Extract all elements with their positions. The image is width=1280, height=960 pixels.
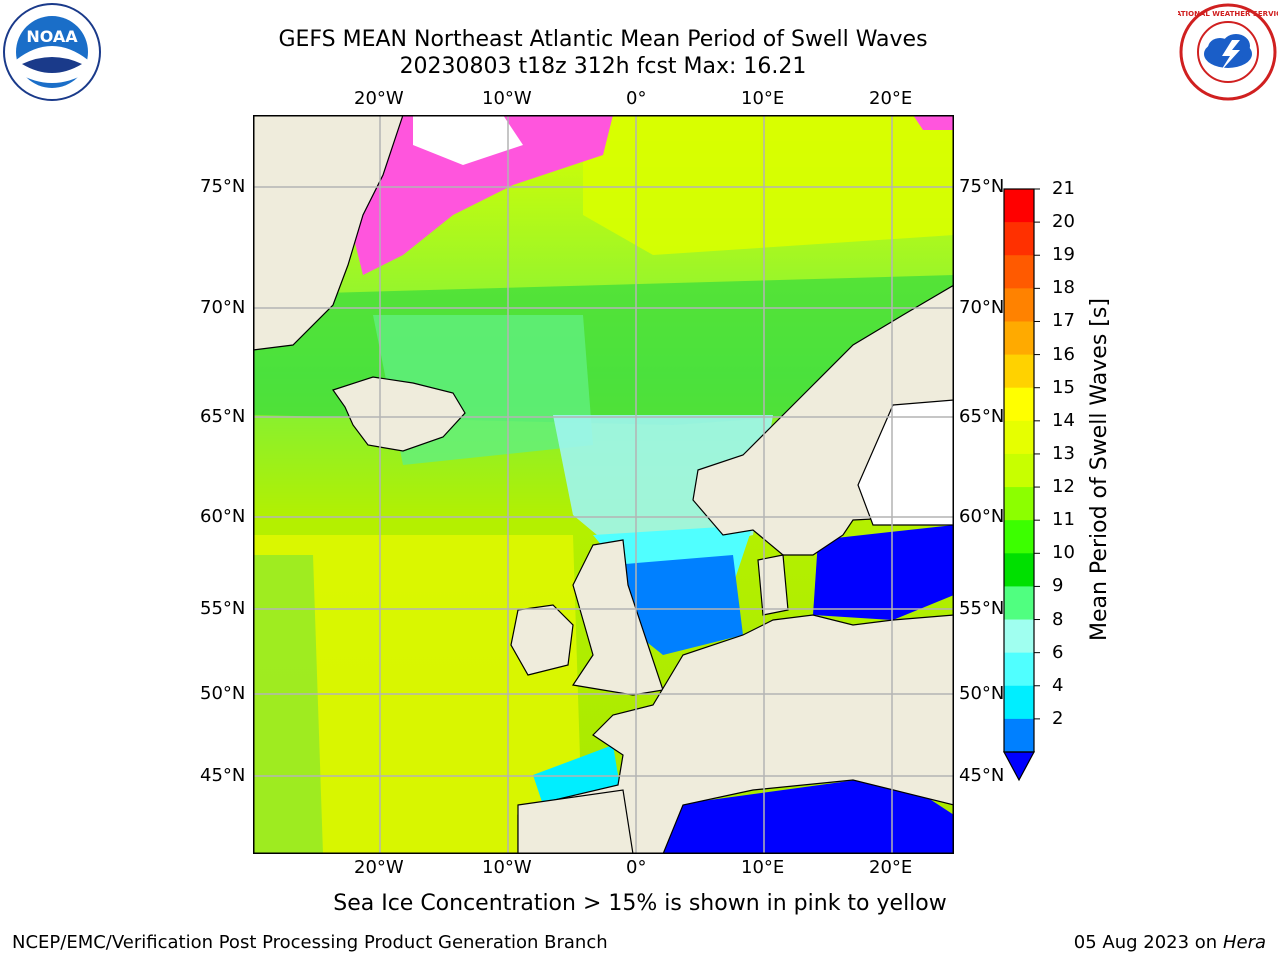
chart-subtitle: 20230803 t18z 312h fcst Max: 16.21 bbox=[399, 54, 807, 79]
colorbar-tick-label: 13 bbox=[1052, 442, 1075, 464]
colorbar-svg bbox=[1002, 188, 1040, 782]
colorbar-segment bbox=[1004, 387, 1034, 422]
lat-label-right-45n: 45°N bbox=[959, 765, 1005, 786]
lon-label-top-20w: 20°W bbox=[354, 88, 404, 109]
colorbar-segment bbox=[1004, 685, 1034, 720]
colorbar-tick-label: 14 bbox=[1052, 409, 1075, 431]
footer-date-text: 05 Aug 2023 on bbox=[1073, 932, 1218, 953]
footer-system: Hera bbox=[1222, 932, 1266, 953]
colorbar-ticks: 21 20 19 18 17 16 15 14 13 12 11 10 9 8 6 4 2 bbox=[1052, 0, 1112, 960]
sea-ice-note: Sea Ice Concentration > 15% is shown in … bbox=[333, 891, 947, 916]
colorbar-segment bbox=[1004, 520, 1034, 554]
lat-label-right-50n: 50°N bbox=[959, 683, 1005, 704]
lat-label-right-55n: 55°N bbox=[959, 598, 1005, 619]
lat-label-left-45n: 45°N bbox=[200, 765, 246, 786]
land-masses bbox=[252, 114, 955, 855]
lon-label-bottom-20w: 20°W bbox=[354, 857, 404, 878]
colorbar-tick-label: 4 bbox=[1052, 674, 1064, 696]
lon-label-top-10w: 10°W bbox=[482, 88, 532, 109]
colorbar-tick-label: 11 bbox=[1052, 509, 1075, 531]
colorbar-tick-label: 16 bbox=[1052, 343, 1075, 365]
colorbar-tick-label: 17 bbox=[1052, 310, 1075, 332]
colorbar-tick-label: 6 bbox=[1052, 641, 1064, 663]
colorbar-tick-label: 10 bbox=[1052, 542, 1075, 564]
lat-label-left-70n: 70°N bbox=[200, 297, 246, 318]
footer-branch: NCEP/EMC/Verification Post Processing Pr… bbox=[12, 932, 608, 953]
lat-label-left-75n: 75°N bbox=[200, 176, 246, 197]
lat-label-left-60n: 60°N bbox=[200, 506, 246, 527]
lat-label-right-70n: 70°N bbox=[959, 297, 1005, 318]
colorbar-label: Mean Period of Swell Waves [s] bbox=[1087, 298, 1112, 641]
map-svg bbox=[252, 114, 955, 855]
lon-label-bottom-10e: 10°E bbox=[741, 857, 785, 878]
colorbar-tick-label: 9 bbox=[1052, 575, 1064, 597]
lon-label-bottom-10w: 10°W bbox=[482, 857, 532, 878]
colorbar-segment bbox=[1004, 255, 1034, 289]
noaa-logo: NOAA bbox=[2, 2, 102, 102]
lat-label-left-55n: 55°N bbox=[200, 598, 246, 619]
colorbar-segment bbox=[1004, 354, 1034, 389]
colorbar-segment bbox=[1004, 619, 1034, 654]
colorbar-segment bbox=[1004, 553, 1034, 587]
colorbar bbox=[1000, 185, 1040, 785]
colorbar-segment bbox=[1004, 652, 1034, 687]
colorbar-tick-label: 21 bbox=[1052, 178, 1075, 199]
lon-label-bottom-20e: 20°E bbox=[869, 857, 913, 878]
colorbar-tick-label: 15 bbox=[1052, 376, 1075, 398]
noaa-logo-text: NOAA bbox=[26, 27, 78, 46]
colorbar-segment bbox=[1004, 288, 1034, 322]
colorbar-tick-label: 18 bbox=[1052, 277, 1075, 299]
lat-label-right-60n: 60°N bbox=[959, 506, 1005, 527]
nws-logo-text: NATIONAL WEATHER SERVICE bbox=[1178, 10, 1278, 18]
colorbar-tick-label: 20 bbox=[1052, 211, 1075, 233]
colorbar-tick-label: 2 bbox=[1052, 707, 1064, 729]
chart-title: GEFS MEAN Northeast Atlantic Mean Period… bbox=[278, 27, 928, 52]
lon-label-top-10e: 10°E bbox=[741, 88, 785, 109]
colorbar-segment bbox=[1004, 189, 1034, 223]
colorbar-segment bbox=[1004, 321, 1034, 356]
lon-label-bottom-0: 0° bbox=[626, 857, 647, 878]
footer-date: 05 Aug 2023 on Hera bbox=[1074, 932, 1266, 954]
lat-label-left-65n: 65°N bbox=[200, 406, 246, 427]
colorbar-tick-label: 8 bbox=[1052, 608, 1064, 630]
lat-label-left-50n: 50°N bbox=[200, 683, 246, 704]
colorbar-extend-arrow bbox=[1002, 751, 1036, 782]
colorbar-segment bbox=[1004, 586, 1034, 621]
colorbar-segment bbox=[1004, 222, 1034, 256]
colorbar-segment bbox=[1004, 718, 1034, 753]
colorbar-frame bbox=[1003, 188, 1035, 753]
nws-logo: NATIONAL WEATHER SERVICE bbox=[1170, 2, 1280, 102]
colorbar-tick-label: 12 bbox=[1052, 476, 1075, 498]
lon-label-top-0: 0° bbox=[626, 88, 647, 109]
colorbar-segment bbox=[1004, 420, 1034, 455]
colorbar-segment bbox=[1004, 487, 1034, 521]
graticule bbox=[253, 115, 954, 854]
lon-label-top-20e: 20°E bbox=[869, 88, 913, 109]
colorbar-tick-label: 19 bbox=[1052, 244, 1075, 266]
lat-label-right-75n: 75°N bbox=[959, 176, 1005, 197]
colorbar-segment bbox=[1004, 453, 1034, 488]
map-panel bbox=[252, 114, 955, 855]
lat-label-right-65n: 65°N bbox=[959, 406, 1005, 427]
